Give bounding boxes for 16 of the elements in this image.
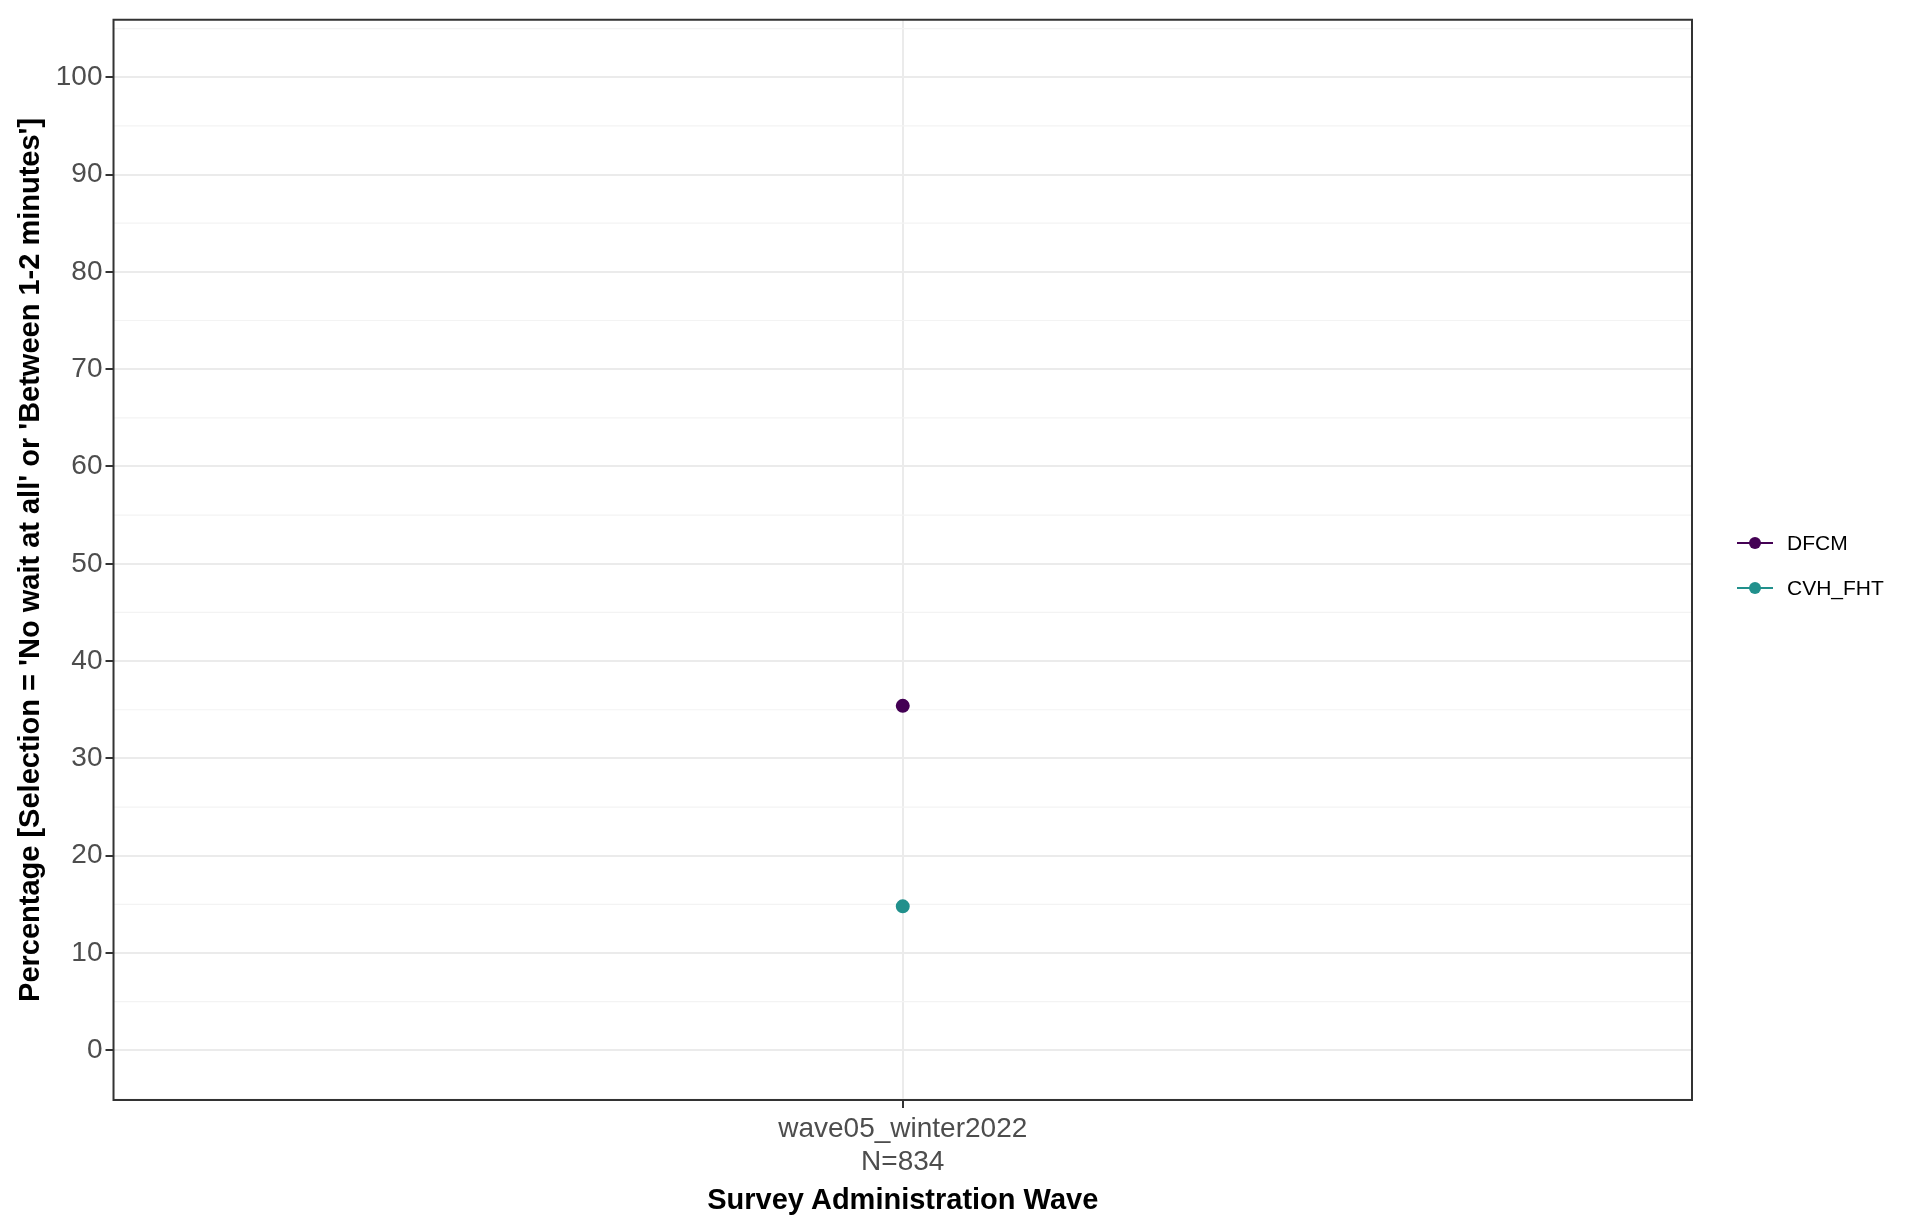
y-tick-label: 70 <box>71 351 103 383</box>
y-tick-label: 60 <box>71 449 103 481</box>
y-tick-label: 40 <box>71 643 103 675</box>
y-tick-label: 20 <box>71 838 103 870</box>
y-tick-label: 50 <box>71 546 103 578</box>
y-tick-label: 80 <box>71 254 103 286</box>
x-axis-title: Survey Administration Wave <box>707 1182 1099 1215</box>
y-tick-label: 10 <box>71 935 103 967</box>
y-tick-label: 100 <box>55 59 103 91</box>
y-tick-label: 30 <box>71 741 103 773</box>
y-tick-label: 90 <box>71 157 103 189</box>
legend-label: DFCM <box>1787 530 1848 555</box>
y-tick-label: 0 <box>86 1033 103 1065</box>
y-axis-title: Percentage [Selection = 'No wait at all' or 'Between 1-2 minutes'] <box>13 117 46 1002</box>
x-tick-label: wave05_winter2022 N=834 <box>777 1111 1028 1177</box>
legend-label: CVH_FHT <box>1787 575 1884 600</box>
